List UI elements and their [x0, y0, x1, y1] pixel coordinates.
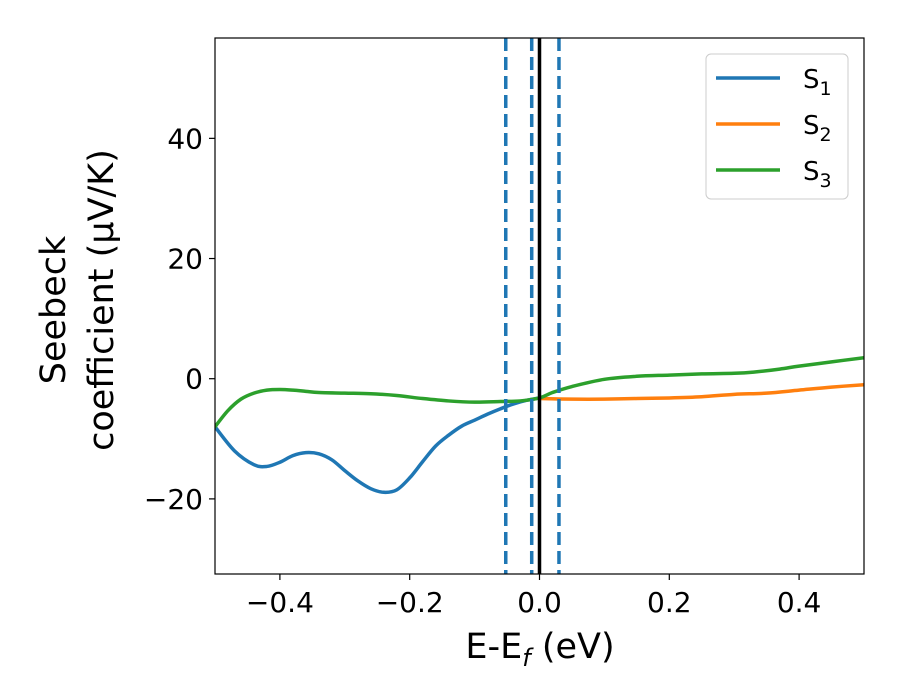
series-layer	[215, 355, 864, 495]
y-axis-title-line1: Seebeck	[34, 235, 74, 384]
y-tick-label: 20	[167, 243, 203, 276]
y-tick-label: 40	[167, 122, 203, 155]
legend-label-s2: S2	[803, 111, 832, 146]
y-tick-label: −20	[144, 483, 203, 516]
y-axis-title-line2: coefficient (μV/K)	[82, 149, 122, 451]
y-axis: −20 0 20 40	[144, 122, 215, 516]
vline-layer	[504, 38, 561, 574]
series-line-s1	[215, 396, 542, 495]
x-tick-label: 0.2	[647, 586, 692, 619]
x-axis: −0.4 −0.2 0.0 0.2 0.4	[246, 574, 821, 619]
legend: S1 S2 S3	[705, 53, 849, 200]
x-axis-title-tail: (eV)	[531, 627, 615, 667]
series-line-s2	[537, 382, 864, 401]
y-tick-label: 0	[185, 363, 203, 396]
legend-label-s1: S1	[803, 65, 832, 100]
x-tick-label: 0.0	[517, 586, 562, 619]
x-axis-title-main: E-E	[465, 627, 522, 667]
legend-label-s3: S3	[803, 157, 832, 192]
x-axis-title: E-Ef (eV)	[465, 627, 614, 672]
x-tick-label: 0.4	[777, 586, 822, 619]
series-line-s3	[215, 355, 864, 429]
x-tick-label: −0.4	[246, 586, 314, 619]
y-axis-title: Seebeck coefficient (μV/K)	[34, 149, 122, 451]
x-tick-label: −0.2	[376, 586, 444, 619]
legend-box	[705, 53, 849, 200]
